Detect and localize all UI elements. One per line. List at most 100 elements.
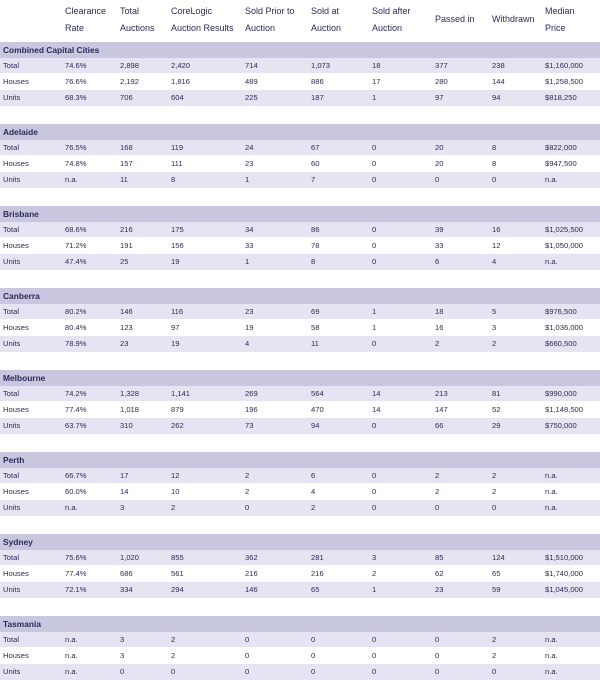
table-cell: 225: [245, 93, 258, 102]
table-cell: n.a.: [545, 257, 558, 266]
table-cell: 213: [435, 389, 448, 398]
table-row-total: Total 76.5% 168 119 24 67 0 20 8 $822,000: [0, 140, 600, 156]
region-name: Melbourne: [3, 373, 46, 383]
table-cell: n.a.: [545, 175, 558, 184]
table-cell: 0: [435, 503, 440, 512]
table-row-houses: Houses 71.2% 191 156 33 78 0 33 12 $1,050,000: [0, 238, 600, 254]
row-label: Total: [3, 143, 20, 152]
section-spacer: [0, 598, 600, 616]
region-name: Tasmania: [3, 619, 42, 629]
table-cell: 3: [492, 323, 497, 332]
table-cell: $822,000: [545, 143, 577, 152]
region-heading: Brisbane: [0, 206, 600, 222]
table-cell: 69: [311, 307, 320, 316]
table-cell: 1: [372, 93, 377, 102]
section-spacer: [0, 188, 600, 206]
table-cell: n.a.: [65, 667, 78, 676]
table-cell: 281: [311, 553, 324, 562]
table-cell: 2: [492, 651, 497, 660]
table-cell: 8: [171, 175, 176, 184]
table-cell: 62: [435, 569, 444, 578]
region-heading: Tasmania: [0, 616, 600, 632]
table-row-units: Units 47.4% 25 19 1 8 0 6 4 n.a.: [0, 254, 600, 270]
table-cell: 146: [245, 585, 258, 594]
table-cell: 1,816: [171, 77, 191, 86]
table-cell: 187: [311, 93, 324, 102]
table-cell: 2: [492, 339, 497, 348]
section-spacer: [0, 270, 600, 288]
table-cell: 2: [171, 651, 176, 660]
table-cell: 80.4%: [65, 323, 87, 332]
table-cell: 2: [435, 471, 440, 480]
table-cell: 86: [311, 225, 320, 234]
table-cell: 0: [492, 175, 497, 184]
row-label: Total: [3, 471, 20, 480]
table-cell: $1,510,000: [545, 553, 584, 562]
table-cell: 362: [245, 553, 258, 562]
table-cell: 94: [492, 93, 501, 102]
header-sold-after: Sold after Auction: [372, 6, 411, 33]
table-cell: 0: [372, 487, 377, 496]
region-name: Canberra: [3, 291, 40, 301]
table-cell: 78.9%: [65, 339, 87, 348]
table-cell: n.a.: [65, 651, 78, 660]
row-label: Houses: [3, 241, 29, 250]
table-cell: 19: [171, 257, 180, 266]
table-cell: 144: [492, 77, 505, 86]
table-cell: $818,250: [545, 93, 577, 102]
table-cell: 74.2%: [65, 389, 87, 398]
table-cell: 4: [492, 257, 497, 266]
header-withdrawn: Withdrawn: [492, 14, 535, 24]
table-cell: 124: [492, 553, 505, 562]
row-label: Units: [3, 503, 21, 512]
table-cell: 1: [245, 175, 250, 184]
table-cell: 74.6%: [65, 61, 87, 70]
table-cell: 2,898: [120, 61, 140, 70]
section-spacer: [0, 434, 600, 452]
region-heading: Melbourne: [0, 370, 600, 386]
table-cell: $1,036,000: [545, 323, 584, 332]
table-cell: 66.7%: [65, 471, 87, 480]
row-label: Units: [3, 585, 21, 594]
row-label: Units: [3, 93, 21, 102]
table-cell: 1: [372, 307, 377, 316]
table-cell: 97: [171, 323, 180, 332]
table-cell: 12: [171, 471, 180, 480]
table-row-units: Units n.a. 11 8 1 7 0 0 0 n.a.: [0, 172, 600, 188]
row-label: Houses: [3, 651, 29, 660]
row-label: Total: [3, 553, 20, 562]
table-cell: $1,148,500: [545, 405, 584, 414]
table-cell: 0: [492, 667, 497, 676]
table-cell: 1,328: [120, 389, 140, 398]
row-label: Total: [3, 307, 20, 316]
table-cell: n.a.: [65, 503, 78, 512]
table-cell: 2: [435, 487, 440, 496]
table-cell: 5: [492, 307, 497, 316]
table-cell: 23: [245, 307, 254, 316]
table-cell: 1,141: [171, 389, 191, 398]
row-label: Total: [3, 61, 20, 70]
table-cell: 20: [435, 159, 444, 168]
table-cell: 262: [171, 421, 184, 430]
table-cell: 0: [372, 651, 377, 660]
table-cell: 0: [372, 175, 377, 184]
table-row-houses: Houses 80.4% 123 97 19 58 1 16 3 $1,036,000: [0, 320, 600, 336]
table-cell: 216: [311, 569, 324, 578]
table-cell: 77.4%: [65, 569, 87, 578]
table-cell: 216: [245, 569, 258, 578]
region-heading: Adelaide: [0, 124, 600, 140]
header-sold-at: Sold at Auction: [311, 6, 342, 33]
table-cell: 123: [120, 323, 133, 332]
table-cell: 3: [372, 553, 377, 562]
table-cell: 17: [120, 471, 129, 480]
table-cell: 269: [245, 389, 258, 398]
table-cell: 10: [171, 487, 180, 496]
table-cell: 80.2%: [65, 307, 87, 316]
header-passed-in: Passed in: [435, 14, 475, 24]
table-cell: 1,020: [120, 553, 140, 562]
table-row-total: Total 68.6% 216 175 34 86 0 39 16 $1,025,500: [0, 222, 600, 238]
region-name: Perth: [3, 455, 25, 465]
table-cell: 59: [492, 585, 501, 594]
table-cell: $750,000: [545, 421, 577, 430]
region-heading: Perth: [0, 452, 600, 468]
